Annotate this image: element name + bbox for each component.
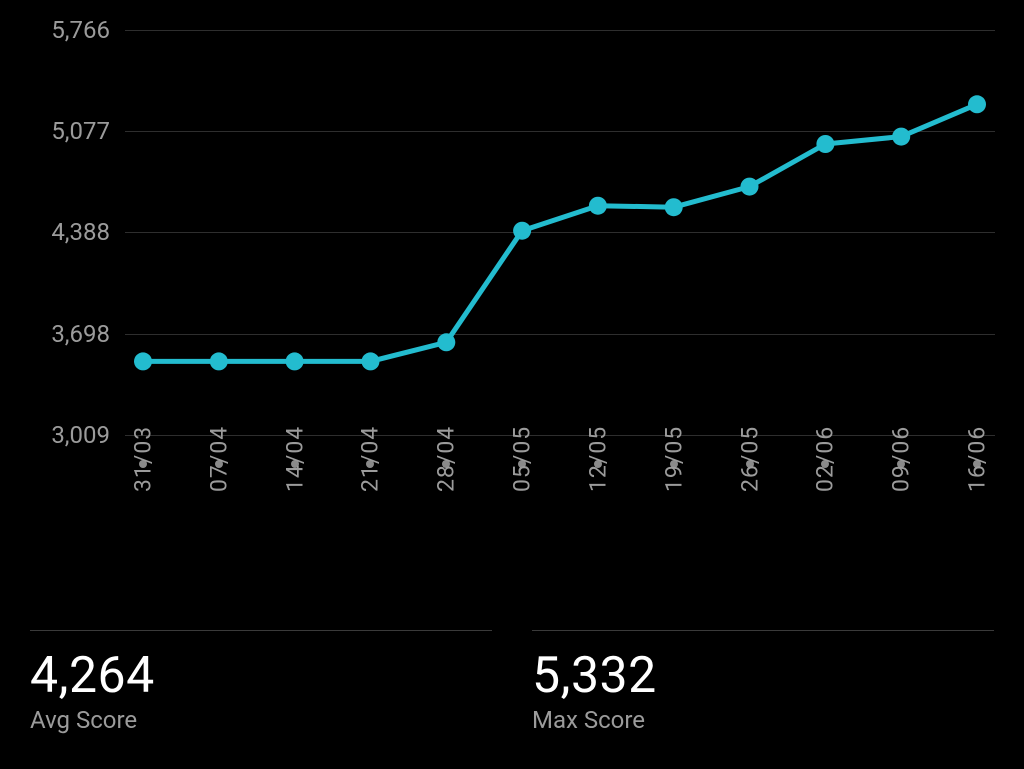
x-axis-tick-label: 28/04 — [433, 426, 460, 492]
x-axis-tick-label: 09/06 — [888, 426, 915, 492]
data-point[interactable] — [816, 135, 834, 153]
max-score-stat: 5,332 Max Score — [532, 630, 994, 750]
x-axis-tick-label: 05/05 — [509, 426, 536, 492]
y-axis-tick-label: 3,009 — [51, 421, 110, 449]
x-axis-tick-label: 31/03 — [130, 426, 157, 492]
data-point[interactable] — [437, 333, 455, 351]
y-axis-tick-label: 5,077 — [51, 117, 110, 145]
x-axis-tick-label: 12/05 — [584, 426, 611, 492]
data-point[interactable] — [968, 95, 986, 113]
data-point[interactable] — [362, 352, 380, 370]
score-trend-widget: 5,766 5,077 4,388 3,698 3,009 31/03 07/04 14/0… — [0, 0, 1024, 769]
stats-row: 4,264 Avg Score 5,332 Max Score — [30, 630, 994, 750]
y-axis-tick-label: 4,388 — [51, 218, 110, 246]
data-point[interactable] — [286, 352, 304, 370]
y-axis-tick-label: 5,766 — [51, 16, 110, 44]
plot-area — [125, 30, 995, 435]
avg-score-stat: 4,264 Avg Score — [30, 630, 492, 750]
data-point[interactable] — [513, 222, 531, 240]
data-point[interactable] — [892, 128, 910, 146]
y-axis-labels: 5,766 5,077 4,388 3,698 3,009 — [0, 0, 120, 460]
data-point[interactable] — [741, 178, 759, 196]
avg-score-value: 4,264 — [30, 649, 492, 704]
x-axis-tick-label: 14/04 — [281, 426, 308, 492]
trend-line — [143, 104, 977, 361]
x-axis-tick-label: 21/04 — [357, 426, 384, 492]
data-point[interactable] — [589, 197, 607, 215]
data-point[interactable] — [134, 352, 152, 370]
chart-area: 5,766 5,077 4,388 3,698 3,009 31/03 07/04 14/0… — [0, 0, 1024, 620]
x-axis-tick-label: 19/05 — [660, 426, 687, 492]
max-score-value: 5,332 — [532, 649, 994, 704]
x-axis-tick-label: 07/04 — [205, 426, 232, 492]
max-score-label: Max Score — [532, 706, 994, 734]
data-point[interactable] — [210, 352, 228, 370]
line-chart-svg — [125, 30, 995, 435]
x-axis-tick-label: 26/05 — [736, 426, 763, 492]
gridline — [125, 435, 995, 436]
x-axis-dots — [125, 460, 995, 480]
y-axis-tick-label: 3,698 — [51, 320, 110, 348]
avg-score-label: Avg Score — [30, 706, 492, 734]
x-axis-tick-label: 16/06 — [964, 426, 991, 492]
data-point[interactable] — [665, 198, 683, 216]
x-axis-tick-label: 02/06 — [812, 426, 839, 492]
